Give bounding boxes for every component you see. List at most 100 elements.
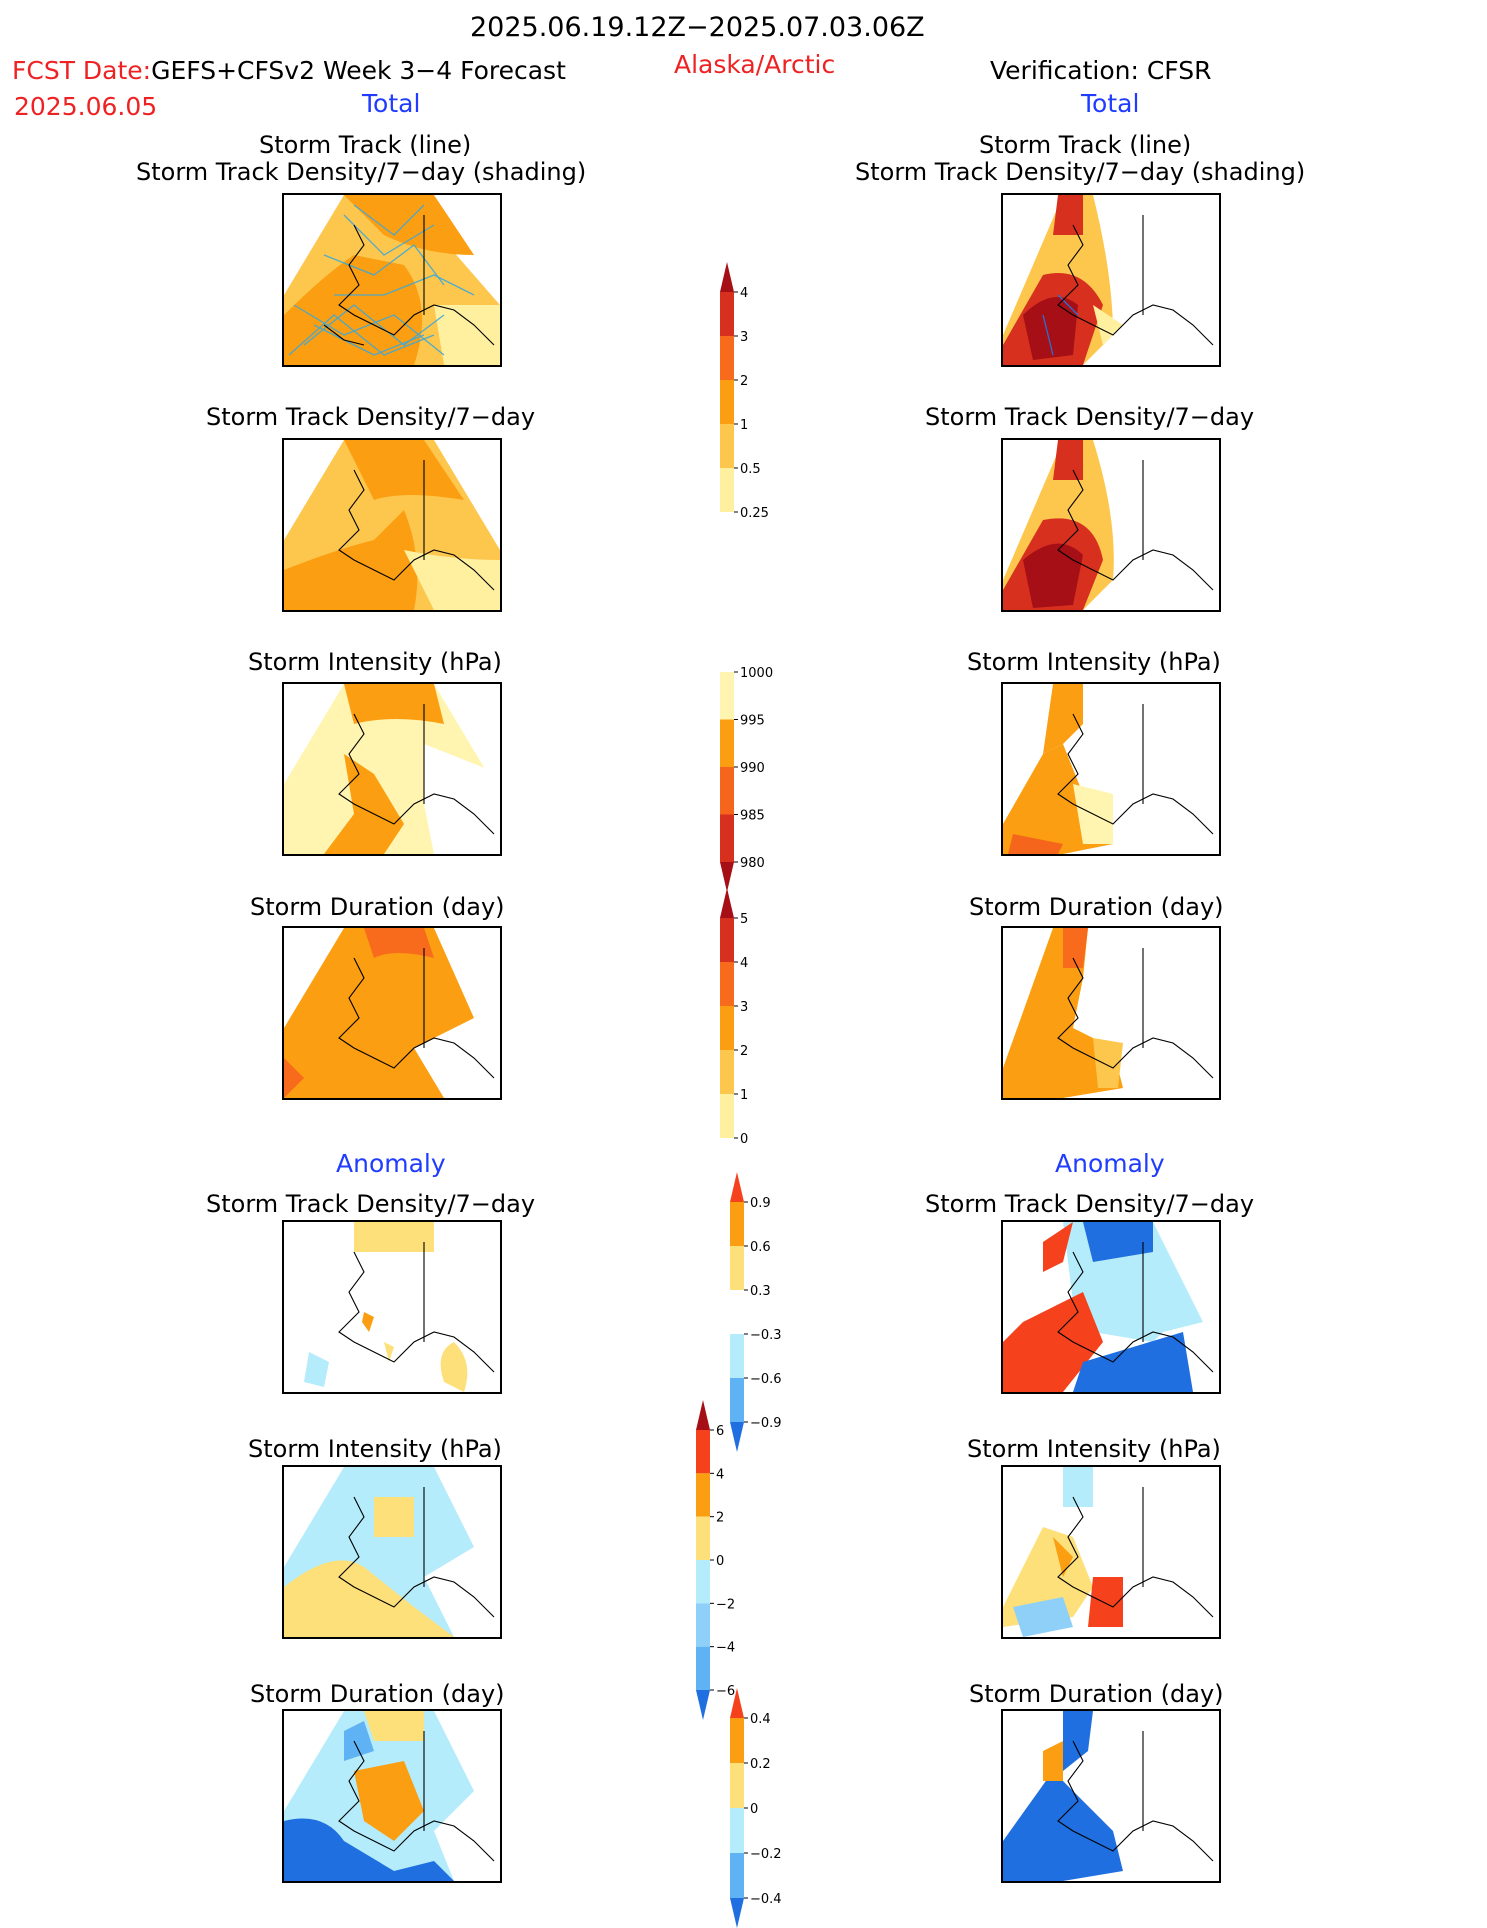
colorbar-swatch bbox=[720, 814, 734, 862]
colorbar-label: −0.3 bbox=[750, 1328, 782, 1343]
colorbar-label: −4 bbox=[716, 1641, 735, 1656]
colorbar-label: −6 bbox=[716, 1684, 735, 1699]
right-anom-intensity-title: Storm Intensity (hPa) bbox=[967, 1435, 1221, 1463]
colorbar-swatch bbox=[720, 1006, 734, 1050]
colorbar-label: 0 bbox=[740, 1132, 748, 1147]
colorbar-label: 4 bbox=[716, 1467, 724, 1482]
colorbar-label: 1000 bbox=[740, 666, 773, 681]
colorbar-cap-bottom bbox=[720, 512, 734, 542]
map-left-anom-intensity bbox=[282, 1465, 502, 1639]
verification-label: Verification: CFSR bbox=[990, 56, 1212, 85]
colorbar-label: 990 bbox=[740, 761, 765, 776]
colorbar-duration: 5 4 3 2 1 0 bbox=[720, 888, 748, 1168]
colorbar-cap-bottom bbox=[720, 1138, 734, 1168]
colorbar-cap-top bbox=[720, 642, 734, 672]
colorbar-cap-top bbox=[720, 888, 734, 918]
colorbar-swatch bbox=[696, 1473, 710, 1517]
left-intensity-title: Storm Intensity (hPa) bbox=[248, 648, 502, 676]
left-track-title-shading: Storm Track Density/7−day (shading) bbox=[136, 158, 587, 186]
colorbar-swatch bbox=[720, 292, 734, 336]
right-total-label: Total bbox=[1081, 89, 1140, 118]
colorbar-swatch bbox=[696, 1430, 710, 1474]
right-intensity-title: Storm Intensity (hPa) bbox=[967, 648, 1221, 676]
map-field bbox=[1003, 928, 1214, 1098]
right-anom-density-title: Storm Track Density/7−day bbox=[925, 1190, 1255, 1218]
colorbar-swatch bbox=[720, 468, 734, 512]
colorbar-label: 3 bbox=[740, 1000, 748, 1015]
colorbar-label: 1 bbox=[740, 1088, 748, 1103]
colorbar-label: 0 bbox=[750, 1802, 758, 1817]
map-field bbox=[284, 928, 495, 1098]
colorbar-label: −0.4 bbox=[750, 1892, 782, 1907]
colorbar-cap-top bbox=[730, 1688, 744, 1718]
colorbar-label: 0.4 bbox=[750, 1712, 771, 1727]
map-left-density bbox=[282, 438, 502, 612]
colorbar-label: 4 bbox=[740, 956, 748, 971]
map-field bbox=[284, 195, 500, 365]
colorbar-label: 0.5 bbox=[740, 462, 761, 477]
colorbar-label: 1 bbox=[740, 418, 748, 433]
colorbar-swatch bbox=[720, 719, 734, 767]
colorbar-anom-intensity: 6 4 2 0 −2 −4 −6 bbox=[696, 1400, 735, 1720]
colorbar-cap-top bbox=[730, 1172, 744, 1202]
map-field bbox=[1003, 195, 1214, 365]
colorbar-swatch bbox=[730, 1202, 744, 1246]
map-left-storm-track bbox=[282, 193, 502, 367]
colorbar-label: 985 bbox=[740, 809, 765, 824]
left-anom-intensity-title: Storm Intensity (hPa) bbox=[248, 1435, 502, 1463]
colorbar-label: 0.2 bbox=[750, 1757, 771, 1772]
colorbar-label: 4 bbox=[740, 286, 748, 301]
map-right-intensity bbox=[1001, 682, 1221, 856]
map-field bbox=[304, 1222, 495, 1392]
colorbar-label: 0 bbox=[716, 1554, 724, 1569]
left-anom-density-title: Storm Track Density/7−day bbox=[206, 1190, 536, 1218]
forecast-info: FCST Date:GEFS+CFSv2 Week 3−4 Forecast bbox=[12, 56, 566, 85]
colorbar-label: −0.2 bbox=[750, 1847, 782, 1862]
colorbar-label: 0.3 bbox=[750, 1284, 771, 1299]
map-field bbox=[284, 684, 500, 854]
right-anom-duration-title: Storm Duration (day) bbox=[969, 1680, 1224, 1708]
right-density-title: Storm Track Density/7−day bbox=[925, 403, 1255, 431]
colorbar-label: 2 bbox=[740, 1044, 748, 1059]
colorbar-swatch bbox=[696, 1516, 710, 1560]
colorbar-swatch bbox=[720, 767, 734, 815]
region-label: Alaska/Arctic bbox=[674, 50, 836, 79]
colorbar-swatch bbox=[720, 1050, 734, 1094]
colorbar-anom-duration: 0.4 0.2 0 −0.2 −0.4 bbox=[730, 1688, 782, 1928]
colorbar-swatch bbox=[730, 1853, 744, 1898]
colorbar-swatch bbox=[730, 1246, 744, 1290]
colorbar-swatch bbox=[720, 918, 734, 962]
map-right-anom-intensity bbox=[1001, 1465, 1221, 1639]
left-anomaly-label: Anomaly bbox=[336, 1149, 446, 1178]
colorbar-swatch bbox=[730, 1808, 744, 1853]
fcst-model: GEFS+CFSv2 Week 3−4 Forecast bbox=[151, 56, 566, 85]
colorbar-cap-bottom bbox=[720, 862, 734, 892]
map-field bbox=[284, 1711, 495, 1881]
colorbar-swatch bbox=[696, 1560, 710, 1604]
colorbar-swatch bbox=[730, 1763, 744, 1808]
map-right-density bbox=[1001, 438, 1221, 612]
colorbar-label: −0.9 bbox=[750, 1416, 782, 1431]
colorbar-label: −2 bbox=[716, 1597, 735, 1612]
left-duration-title: Storm Duration (day) bbox=[250, 893, 505, 921]
colorbar-label: 995 bbox=[740, 714, 765, 729]
colorbar-label: 3 bbox=[740, 330, 748, 345]
colorbar-intensity: 1000 995 990 985 980 bbox=[720, 642, 773, 892]
right-anomaly-label: Anomaly bbox=[1055, 1149, 1165, 1178]
colorbar-label: 0.9 bbox=[750, 1196, 771, 1211]
map-left-anom-density bbox=[282, 1220, 502, 1394]
colorbar-label: 980 bbox=[740, 856, 765, 871]
colorbar-swatch bbox=[720, 1094, 734, 1138]
colorbar-anom-density: 0.9 0.6 0.3 −0.3 −0.6 −0.9 bbox=[730, 1172, 782, 1452]
colorbar-cap-bottom bbox=[730, 1422, 744, 1452]
left-track-title-line: Storm Track (line) bbox=[259, 131, 472, 159]
map-field bbox=[284, 1467, 495, 1637]
colorbar-cap-bottom bbox=[730, 1898, 744, 1928]
map-field bbox=[1003, 1222, 1214, 1392]
colorbar-label: 5 bbox=[740, 912, 748, 927]
colorbar-swatch bbox=[720, 424, 734, 468]
left-density-title: Storm Track Density/7−day bbox=[206, 403, 536, 431]
right-duration-title: Storm Duration (day) bbox=[969, 893, 1224, 921]
colorbar-swatch bbox=[720, 672, 734, 720]
colorbar-label: 2 bbox=[716, 1511, 724, 1526]
